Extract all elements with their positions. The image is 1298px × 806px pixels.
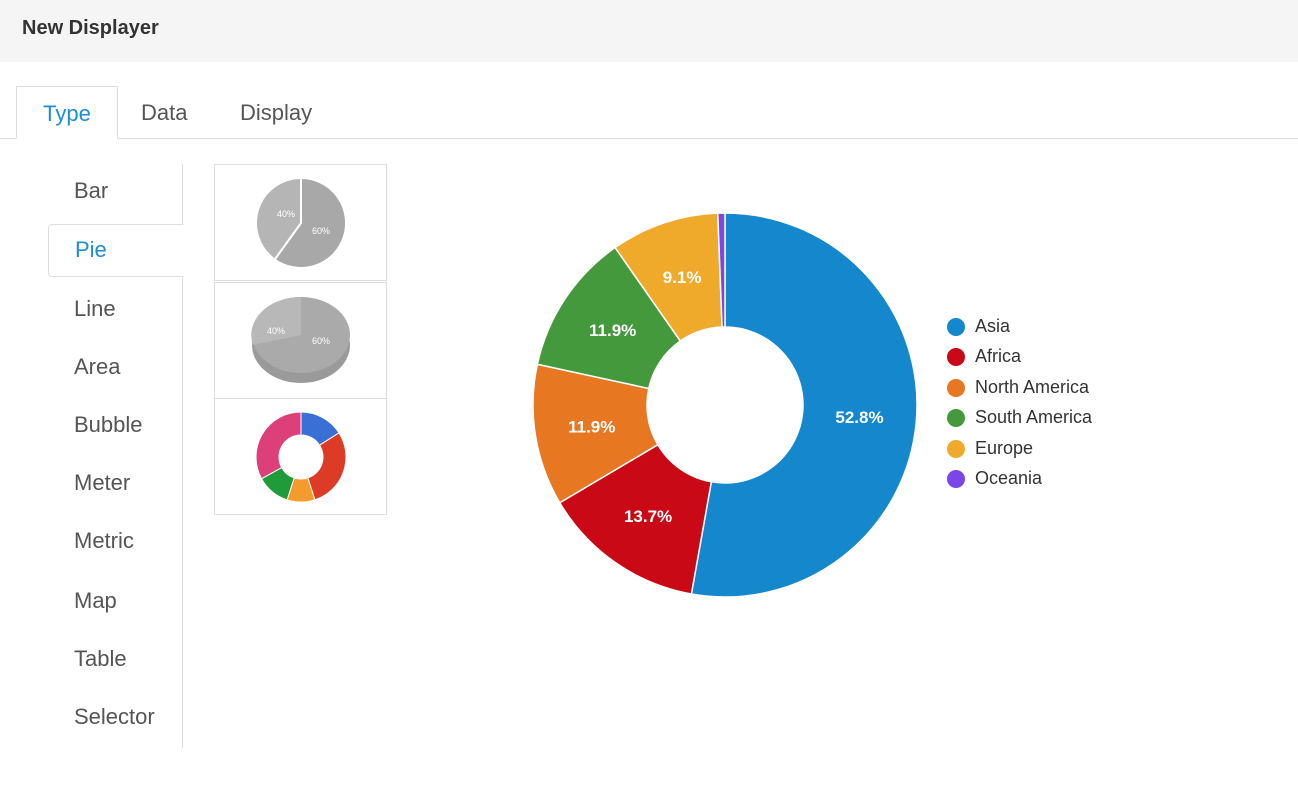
legend-label: Asia [975,316,1011,336]
type-line[interactable]: Line [74,296,116,321]
dialog-title: New Displayer [22,17,159,39]
donut-thumbnail-icon [255,411,347,503]
subtype-pie-2d[interactable]: 40% 60% [214,164,387,281]
pie-3d-label-40: 40% [267,326,285,336]
legend-dot-icon [947,348,965,367]
dialog-header: New Displayer [0,0,1298,62]
legend-dot-icon [947,439,965,458]
slice-label-africa: 13.7% [624,507,672,526]
slice-north-america[interactable] [532,363,659,504]
type-list-divider [182,164,183,748]
tabs-divider [0,138,1298,139]
legend-label: South America [975,407,1093,428]
tab-type[interactable]: Type [16,86,118,139]
type-area[interactable]: Area [74,354,121,379]
legend-label: Africa [975,346,1022,367]
pie-2d-label-40: 40% [277,209,295,219]
legend-dot-icon [947,378,965,397]
tab-display[interactable]: Display [240,100,313,125]
slice-label-asia: 52.8% [835,408,883,427]
type-pie[interactable]: Pie [48,224,184,277]
type-map[interactable]: Map [74,588,117,613]
pie-2d-thumbnail-icon: 40% 60% [255,176,348,269]
slice-asia[interactable] [690,212,918,598]
legend-dot-icon [947,409,965,428]
slice-africa[interactable] [558,443,713,595]
legend-label: North America [975,376,1090,397]
legend-label: Europe [975,437,1034,458]
legend-dot-icon [947,318,965,336]
subtype-pie-3d[interactable]: 40% 60% [214,282,387,399]
pie-2d-label-60: 60% [312,226,330,236]
type-table[interactable]: Table [74,646,127,671]
type-selector[interactable]: Selector [74,704,155,729]
slice-south-america[interactable] [536,246,682,390]
legend-label: Oceania [975,467,1043,488]
type-metric[interactable]: Metric [74,528,134,553]
type-meter[interactable]: Meter [74,470,131,495]
tab-data[interactable]: Data [141,100,188,125]
legend-dot-icon [947,469,965,488]
type-bubble[interactable]: Bubble [74,412,143,437]
slice-label-south-america: 11.9% [589,321,636,340]
pie-chart: 52.8% 13.7% 11.9% 11.9% 9.1% [532,212,918,598]
slice-label-north-america: 11.9% [568,418,615,437]
type-bar[interactable]: Bar [74,178,109,203]
pie-3d-label-60: 60% [312,336,330,346]
slice-label-europe: 9.1% [663,268,702,287]
slice-oceania[interactable] [716,212,726,328]
pie-3d-thumbnail-icon: 40% 60% [251,296,350,383]
subtype-donut[interactable] [214,398,387,515]
